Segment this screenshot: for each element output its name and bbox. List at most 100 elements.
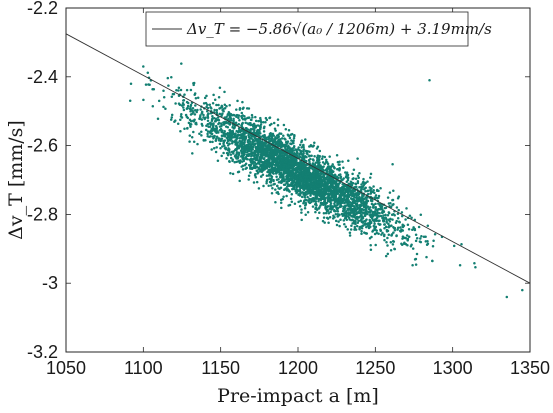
data-point [128, 99, 132, 103]
data-point [259, 159, 262, 162]
data-point [364, 213, 367, 217]
data-point [334, 196, 337, 199]
data-point [291, 168, 295, 171]
data-point [407, 228, 411, 231]
data-point [241, 100, 244, 104]
data-point [299, 143, 302, 147]
data-point [347, 188, 351, 192]
data-point [249, 118, 253, 122]
data-point [325, 161, 329, 164]
data-point [366, 222, 370, 225]
data-point [238, 160, 242, 164]
data-point [379, 187, 382, 190]
data-point [204, 128, 208, 132]
data-point [349, 180, 353, 184]
data-point [345, 190, 348, 194]
data-point [180, 116, 184, 119]
data-point [231, 172, 235, 176]
data-point [208, 103, 212, 106]
data-point [340, 194, 343, 197]
data-point [369, 215, 373, 219]
data-point [362, 197, 366, 201]
data-point [275, 175, 278, 179]
data-point [398, 220, 401, 224]
data-point [276, 184, 279, 188]
data-point [260, 141, 264, 144]
data-point [303, 164, 306, 168]
data-point [287, 129, 291, 132]
data-point [241, 117, 245, 121]
data-point [183, 127, 186, 131]
data-point [237, 155, 240, 158]
data-point [317, 173, 320, 176]
data-point [206, 113, 209, 117]
data-point [302, 191, 305, 194]
data-point [278, 154, 281, 157]
data-point [288, 161, 292, 165]
data-point [177, 89, 180, 92]
data-point [210, 148, 213, 151]
data-point [314, 202, 318, 205]
data-point [229, 171, 232, 175]
data-point [241, 107, 245, 110]
data-point [226, 126, 230, 129]
data-point [341, 178, 344, 181]
data-point [365, 225, 368, 229]
data-point [240, 160, 244, 163]
data-point [248, 165, 252, 169]
data-point [254, 147, 258, 150]
data-point [298, 148, 301, 152]
data-point [372, 189, 375, 192]
data-point [269, 179, 273, 182]
data-point [316, 160, 320, 163]
y-tick-label: -2.4 [27, 67, 58, 87]
data-point [290, 192, 294, 196]
data-point [241, 138, 244, 142]
data-point [203, 96, 207, 100]
data-point [268, 132, 272, 136]
data-point [221, 112, 224, 115]
data-point [387, 218, 390, 221]
data-point [228, 104, 231, 107]
data-point [191, 109, 194, 112]
data-point [188, 118, 192, 121]
data-point [336, 189, 340, 192]
data-point [223, 144, 226, 147]
data-point [217, 118, 221, 122]
data-point [187, 121, 191, 125]
data-point [368, 218, 371, 222]
data-point [196, 108, 199, 112]
data-point [193, 113, 197, 116]
data-point [323, 177, 327, 180]
data-point [174, 102, 177, 105]
data-point [474, 266, 477, 269]
data-point [274, 141, 278, 144]
data-point [217, 96, 221, 99]
data-point [283, 157, 287, 160]
data-point [196, 96, 200, 100]
data-point [235, 108, 238, 111]
data-point [378, 204, 382, 207]
data-point [300, 208, 303, 211]
data-point [184, 113, 188, 117]
data-point [337, 163, 340, 166]
data-point [303, 204, 307, 207]
data-point [333, 199, 337, 203]
data-point [275, 167, 278, 170]
data-point [415, 252, 419, 256]
data-point [195, 123, 198, 126]
data-point [389, 224, 392, 228]
fit-line [65, 33, 531, 284]
data-point [417, 225, 421, 229]
data-point [327, 180, 331, 183]
data-point [295, 186, 298, 189]
data-point [384, 254, 388, 258]
data-point [374, 194, 378, 197]
data-point [302, 187, 305, 191]
data-point [387, 233, 391, 237]
data-point [308, 201, 312, 205]
data-point [192, 120, 196, 123]
data-point [391, 243, 395, 246]
data-point [243, 135, 246, 138]
data-point [359, 211, 362, 214]
